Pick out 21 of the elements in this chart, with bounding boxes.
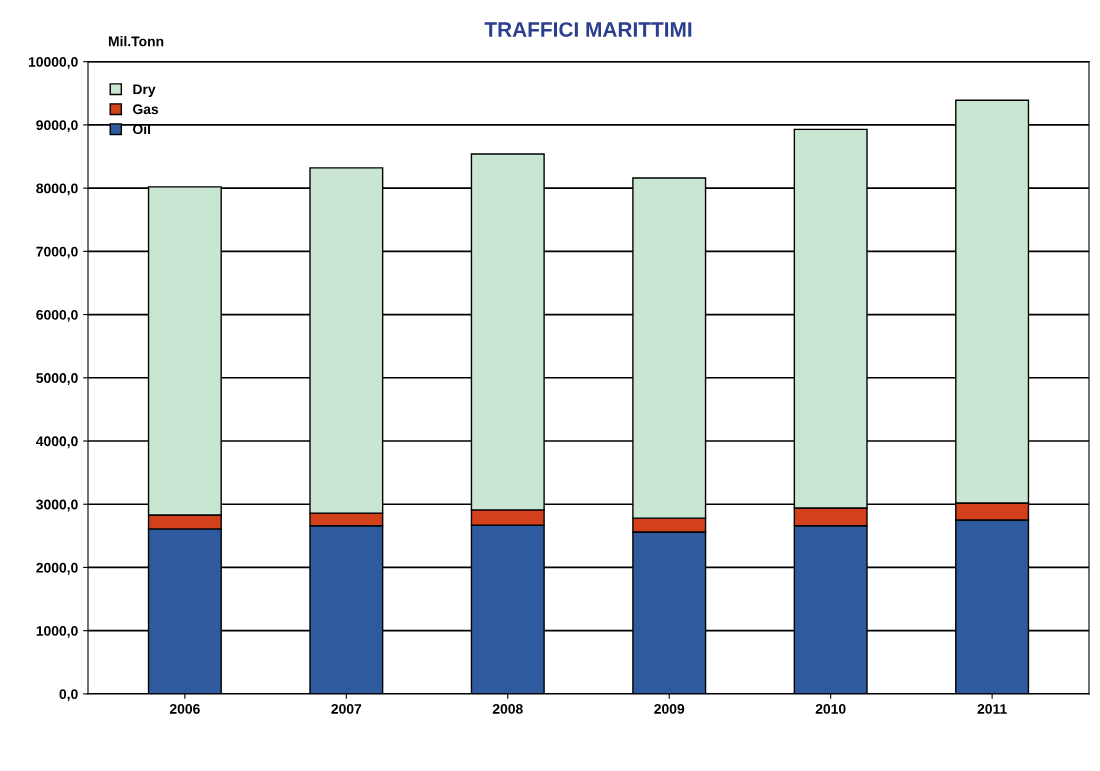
y-tick-label: 4000,0 — [36, 436, 78, 449]
y-tick-label: 8000,0 — [36, 183, 78, 196]
y-axis-title: Mil.Tonn — [108, 36, 164, 47]
y-tick-label: 9000,0 — [36, 120, 78, 133]
y-tick-label: 3000,0 — [36, 499, 78, 512]
y-tick-label: 0,0 — [59, 689, 78, 702]
legend-label: Dry — [133, 84, 156, 97]
y-tick-label: 5000,0 — [36, 373, 78, 385]
x-tick-label: 2007 — [331, 703, 362, 714]
chart-title: TRAFFICI MARITTIMI — [484, 22, 692, 37]
y-tick-label: 10000,0 — [28, 57, 78, 69]
y-tick-label: 6000,0 — [36, 309, 78, 322]
y-tick-label: 7000,0 — [36, 246, 78, 259]
x-tick-label: 2010 — [815, 703, 846, 714]
x-tick-label: 2009 — [654, 703, 685, 714]
legend-label: Gas — [133, 104, 159, 115]
x-tick-label: 2006 — [169, 703, 200, 714]
y-tick-label: 1000,0 — [36, 626, 78, 638]
y-tick-label: 2000,0 — [36, 562, 78, 575]
x-tick-label: 2008 — [492, 703, 523, 714]
x-tick-label: 2011 — [977, 703, 1007, 714]
